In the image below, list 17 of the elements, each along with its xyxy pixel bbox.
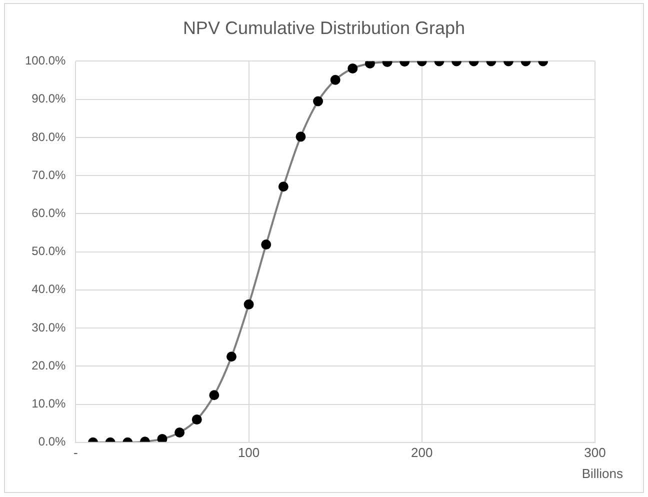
x-tick-label: 300 — [584, 444, 606, 460]
x-tick-label: 200 — [411, 444, 433, 460]
chart-title: NPV Cumulative Distribution Graph — [182, 18, 466, 39]
x-axis-title: Billions — [582, 466, 623, 481]
y-tick-label: 20.0% — [32, 358, 66, 372]
y-tick-label: 60.0% — [32, 206, 66, 220]
y-tick-label: 50.0% — [32, 244, 66, 258]
y-tick-label: 10.0% — [32, 396, 66, 411]
y-tick-label: 30.0% — [32, 320, 66, 334]
y-tick-label: 90.0% — [32, 92, 66, 106]
y-tick-label: 0.0% — [38, 434, 66, 449]
y-tick-label: 80.0% — [32, 130, 66, 144]
y-tick-label: 100.0% — [24, 54, 66, 68]
y-tick-label: 40.0% — [32, 282, 66, 296]
x-tick-label: 100 — [238, 444, 260, 460]
x-tick-label: - — [74, 444, 78, 460]
y-tick-label: 70.0% — [32, 168, 66, 182]
